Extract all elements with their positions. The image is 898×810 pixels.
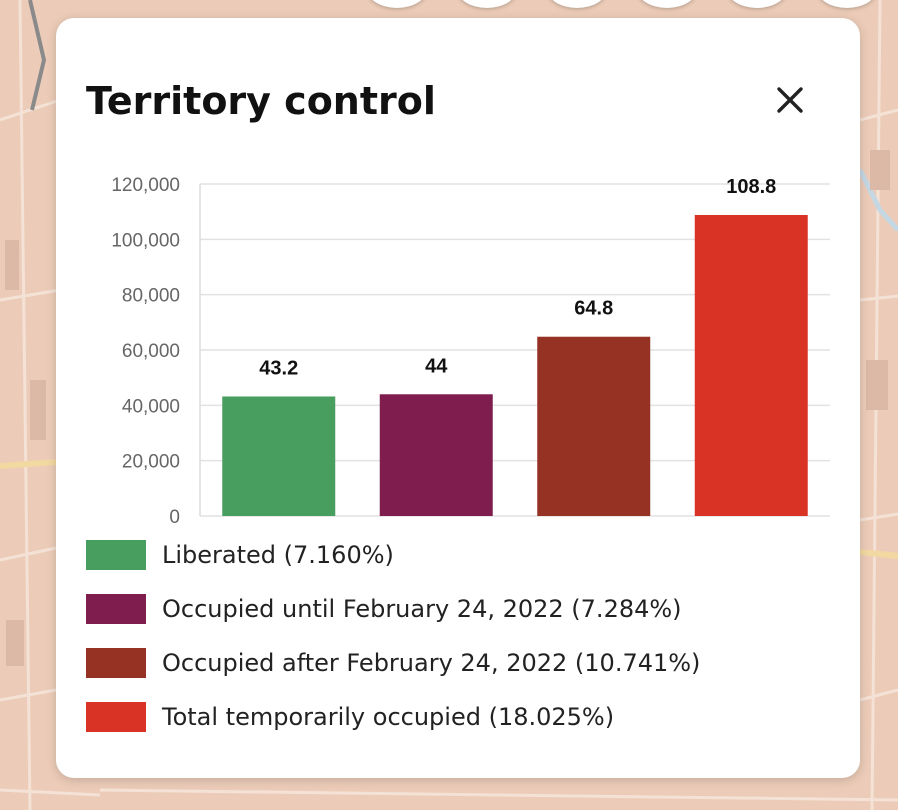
- legend-swatch: [86, 594, 146, 624]
- map-control-button-1[interactable]: [366, 0, 428, 8]
- close-button[interactable]: [770, 80, 810, 120]
- bar-value-label: 64.8: [574, 298, 613, 320]
- bar[interactable]: [379, 394, 493, 516]
- map-control-button-2[interactable]: [456, 0, 518, 8]
- legend-item[interactable]: Occupied until February 24, 2022 (7.284%…: [86, 592, 806, 624]
- legend-item[interactable]: Liberated (7.160%): [86, 538, 806, 570]
- legend-item[interactable]: Occupied after February 24, 2022 (10.741…: [86, 646, 806, 678]
- map-control-button-3[interactable]: [546, 0, 608, 8]
- close-icon: [777, 87, 803, 113]
- map-controls: [0, 0, 898, 10]
- panel-title: Territory control: [86, 79, 436, 123]
- y-tick-label: 40,000: [122, 396, 180, 417]
- y-tick-label: 120,000: [111, 175, 180, 196]
- legend-label: Liberated (7.160%): [162, 541, 394, 569]
- y-tick-label: 20,000: [122, 452, 180, 473]
- legend-item[interactable]: Total temporarily occupied (18.025%): [86, 700, 806, 732]
- y-tick-label: 60,000: [122, 341, 180, 362]
- bar[interactable]: [694, 214, 808, 516]
- map-control-button-6[interactable]: [816, 0, 878, 8]
- bar-value-label: 43.2: [259, 357, 298, 379]
- y-tick-label: 0: [169, 507, 180, 528]
- legend-swatch: [86, 540, 146, 570]
- bar-value-label: 108.8: [726, 176, 776, 198]
- territory-control-panel: Territory control 0 20,000 40,000 60,000 80,…: [56, 18, 860, 778]
- legend-label: Occupied after February 24, 2022 (10.741…: [162, 649, 701, 677]
- bar-value-label: 44: [425, 355, 448, 377]
- legend-swatch: [86, 702, 146, 732]
- y-tick-label: 80,000: [122, 286, 180, 307]
- legend-swatch: [86, 648, 146, 678]
- y-tick-label: 100,000: [111, 230, 180, 251]
- legend-label: Occupied until February 24, 2022 (7.284%…: [162, 595, 682, 623]
- legend-label: Total temporarily occupied (18.025%): [162, 703, 615, 731]
- map-control-button-5[interactable]: [726, 0, 788, 8]
- territory-bar-chart: 0 20,000 40,000 60,000 80,000 100,000 120,000 4…: [111, 175, 830, 528]
- map-control-button-4[interactable]: [636, 0, 698, 8]
- bar[interactable]: [537, 336, 651, 516]
- bar[interactable]: [222, 396, 336, 516]
